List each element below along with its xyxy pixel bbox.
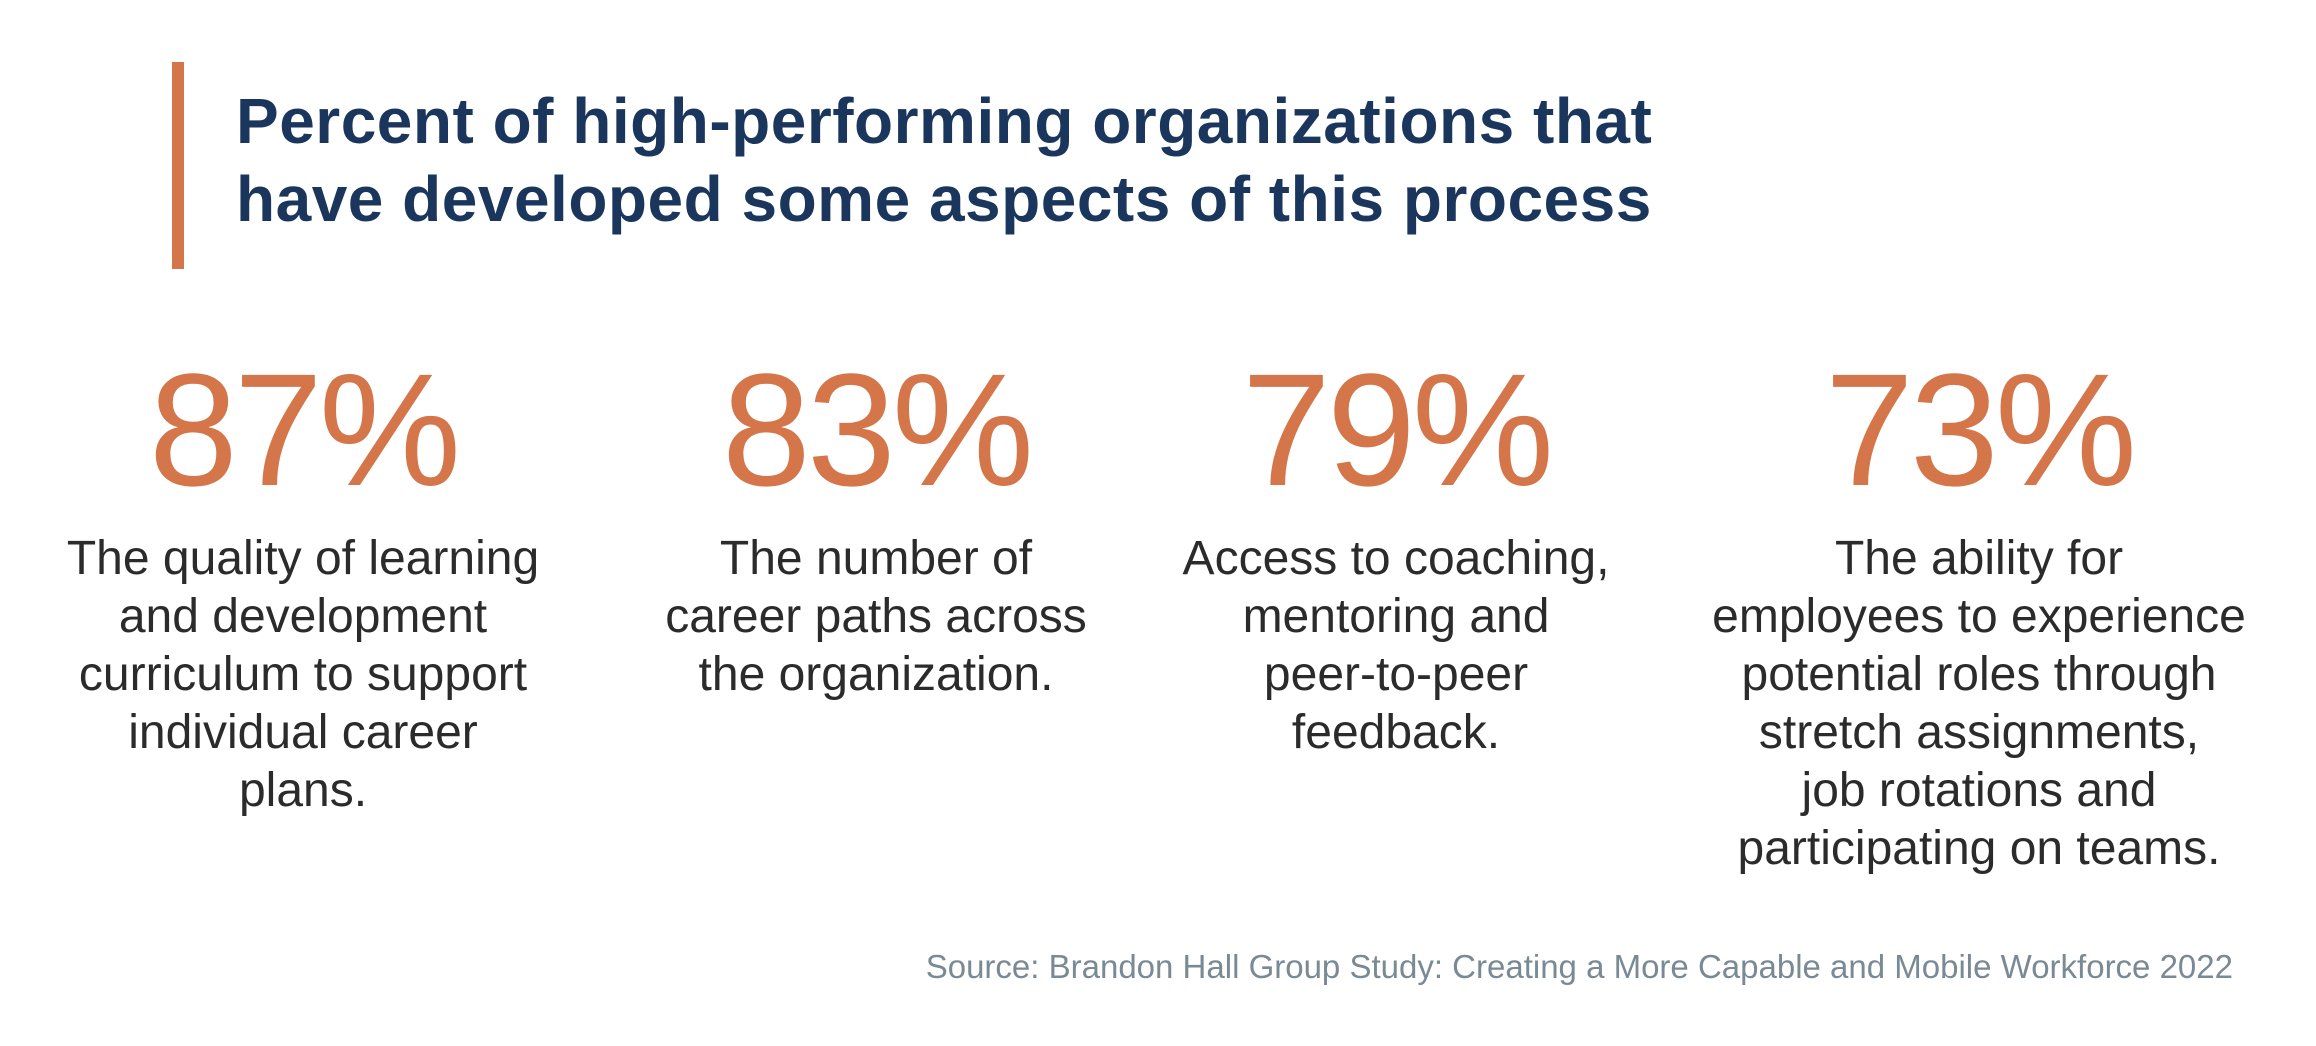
description-line: The number of — [719, 532, 1033, 585]
description-line: the organization. — [698, 648, 1054, 701]
description-line: peer-to-peer — [1263, 648, 1529, 701]
description-line: The ability for — [1834, 532, 2124, 585]
stat-column: 79% Access to coaching, mentoring and peer-… — [1106, 340, 1686, 762]
description-line: Access to coaching, — [1182, 532, 1610, 585]
title: Percent of high-performing organizations… — [236, 82, 1652, 238]
source: Source: Brandon Hall Group Study: Creati… — [925, 948, 2233, 985]
stat-description: The quality of learning and development cu… — [13, 530, 593, 820]
description-line: feedback. — [1291, 706, 1501, 759]
stat-column: 73% The ability for employees to experienc… — [1689, 340, 2269, 878]
description-line: curriculum to support — [78, 648, 528, 701]
description-line: job rotations and — [1801, 764, 2157, 817]
description-line: participating on teams. — [1737, 822, 2221, 875]
accent-bar — [172, 62, 184, 269]
stat-value: 83% — [721, 340, 1034, 519]
stat-description: Access to coaching, mentoring and peer-to-… — [1106, 530, 1686, 762]
description-line: stretch assignments, — [1758, 706, 2200, 759]
stat-value: 79% — [1241, 340, 1554, 519]
title-line: have developed some aspects of this proc… — [236, 163, 1652, 235]
description-line: career paths across — [665, 590, 1087, 643]
stat-value: 73% — [1824, 340, 2137, 519]
description-line: plans. — [238, 764, 368, 817]
stat-column: 87% The quality of learning and developmen… — [13, 340, 593, 820]
stat-description: The number of career paths across the orga… — [586, 530, 1166, 704]
title-line: Percent of high-performing organizations… — [236, 85, 1653, 157]
description-line: employees to experience — [1712, 590, 2246, 643]
description-line: The quality of learning — [66, 532, 540, 585]
description-line: individual career — [128, 706, 478, 759]
description-line: potential roles through — [1741, 648, 2217, 701]
description-line: mentoring and — [1242, 590, 1550, 643]
description-line: and development — [118, 590, 488, 643]
stat-description: The ability for employees to experience po… — [1689, 530, 2269, 878]
stat-column: 83% The number of career paths across the o… — [586, 340, 1166, 704]
stat-value: 87% — [148, 340, 461, 519]
